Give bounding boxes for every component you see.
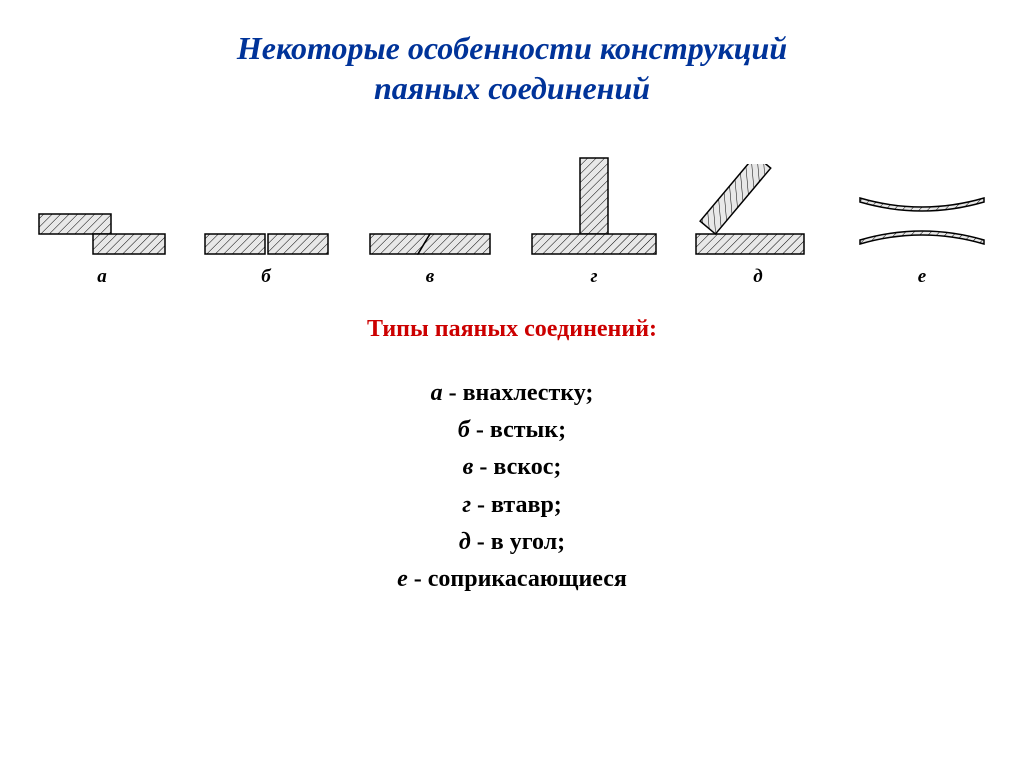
joint-b: б: [191, 136, 341, 288]
list-line-2: в - вскос;: [0, 449, 1024, 486]
joint-figure-b: [203, 136, 330, 256]
joint-figure-v: [368, 136, 492, 256]
joint-list: а - внахлестку;б - встык;в - вскос;г - в…: [0, 375, 1024, 598]
joint-figure-d: [694, 136, 822, 256]
joint-a: а: [27, 136, 177, 288]
joint-figure-g: [530, 136, 658, 256]
list-line-0: а - внахлестку;: [0, 375, 1024, 412]
joint-figure-e: [858, 136, 986, 256]
list-line-4: д - в угол;: [0, 524, 1024, 561]
list-line-1: б - встык;: [0, 412, 1024, 449]
joint-label-e: е: [918, 266, 926, 288]
subtitle: Типы паяных соединений:: [0, 316, 1024, 343]
joint-e: е: [847, 136, 997, 288]
joint-label-b: б: [261, 266, 270, 288]
list-line-3: г - втавр;: [0, 487, 1024, 524]
joint-label-d: д: [753, 266, 762, 288]
figure-row: а б в г д е: [20, 168, 1004, 288]
joint-label-a: а: [97, 266, 107, 288]
title-line-2: паяных соединений: [0, 68, 1024, 108]
list-line-5: е - соприкасающиеся: [0, 561, 1024, 598]
joint-label-v: в: [426, 266, 435, 288]
joint-g: г: [519, 136, 669, 288]
joint-v: в: [355, 136, 505, 288]
joint-figure-a: [37, 136, 167, 256]
title-block: Некоторые особенности конструкций паяных…: [0, 0, 1024, 108]
joint-d: д: [683, 136, 833, 288]
joint-label-g: г: [590, 266, 597, 288]
title-line-1: Некоторые особенности конструкций: [0, 28, 1024, 68]
